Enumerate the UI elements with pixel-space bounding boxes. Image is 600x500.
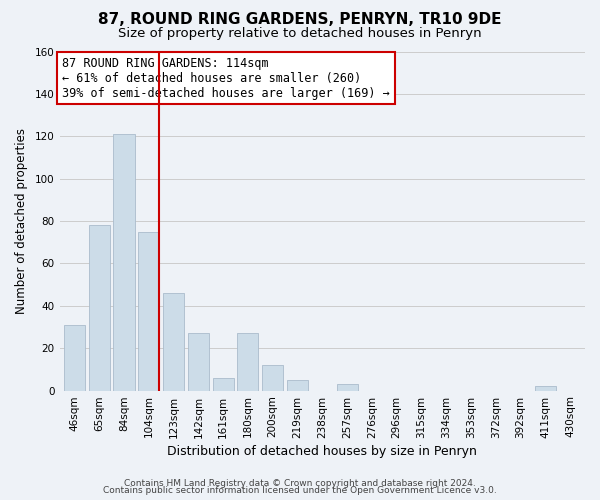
Bar	[337, 384, 358, 390]
Bar	[64, 325, 85, 390]
Bar	[212, 378, 233, 390]
Text: Size of property relative to detached houses in Penryn: Size of property relative to detached ho…	[118, 28, 482, 40]
Bar	[238, 334, 259, 390]
Text: 87, ROUND RING GARDENS, PENRYN, TR10 9DE: 87, ROUND RING GARDENS, PENRYN, TR10 9DE	[98, 12, 502, 28]
Bar	[89, 226, 110, 390]
Bar	[287, 380, 308, 390]
Bar	[163, 293, 184, 390]
Bar	[138, 232, 160, 390]
Bar	[113, 134, 134, 390]
Text: 87 ROUND RING GARDENS: 114sqm
← 61% of detached houses are smaller (260)
39% of : 87 ROUND RING GARDENS: 114sqm ← 61% of d…	[62, 56, 390, 100]
Bar	[262, 365, 283, 390]
Bar	[535, 386, 556, 390]
Text: Contains public sector information licensed under the Open Government Licence v3: Contains public sector information licen…	[103, 486, 497, 495]
Text: Contains HM Land Registry data © Crown copyright and database right 2024.: Contains HM Land Registry data © Crown c…	[124, 478, 476, 488]
Y-axis label: Number of detached properties: Number of detached properties	[15, 128, 28, 314]
X-axis label: Distribution of detached houses by size in Penryn: Distribution of detached houses by size …	[167, 444, 477, 458]
Bar	[188, 334, 209, 390]
